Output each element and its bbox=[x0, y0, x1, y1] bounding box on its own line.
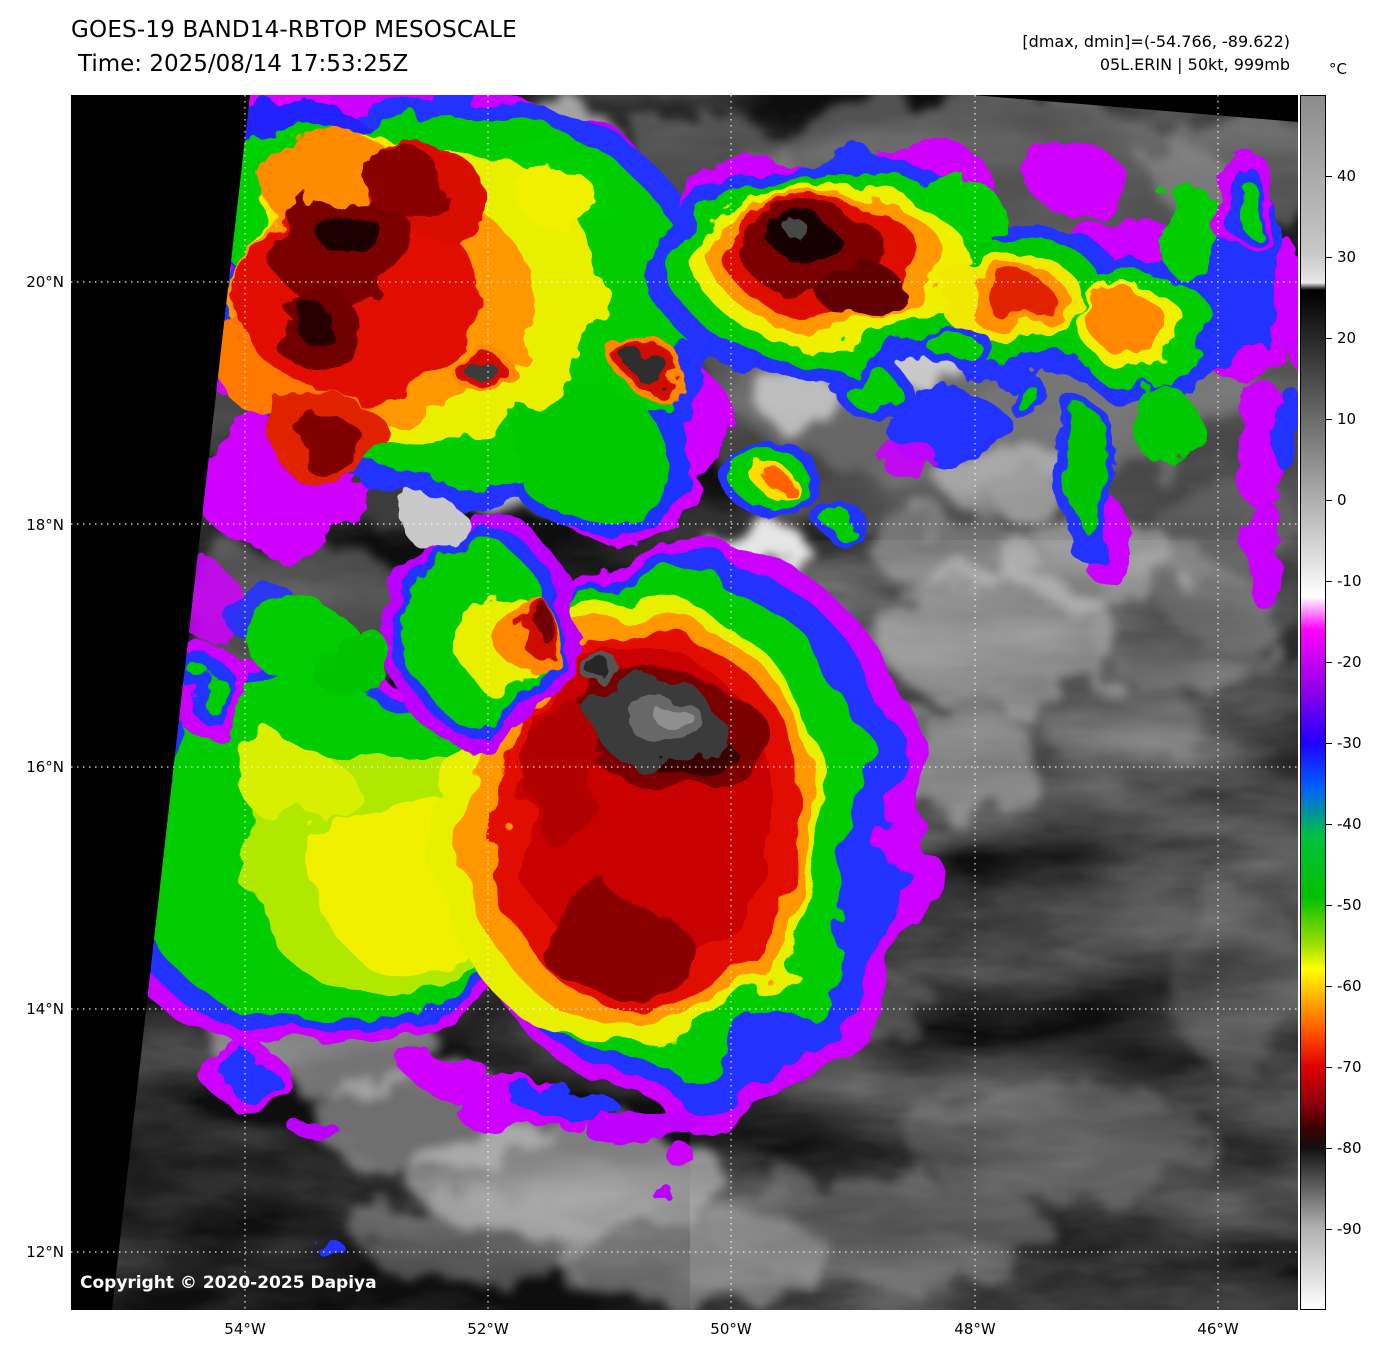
colorbar-tick-label: -60 bbox=[1337, 977, 1362, 995]
lat-label: 12°N bbox=[26, 1243, 64, 1261]
lat-label: 18°N bbox=[26, 516, 64, 534]
colorbar-tick bbox=[1326, 581, 1332, 582]
northeast-corner-cells bbox=[1205, 150, 1298, 475]
west-edge-cells bbox=[170, 560, 395, 1259]
lon-label: 52°W bbox=[467, 1320, 509, 1338]
northeast-convective-band bbox=[650, 143, 1292, 615]
satellite-map: Copyright © 2020-2025 Dapiya bbox=[71, 95, 1298, 1310]
colorbar-tick-label: 40 bbox=[1337, 167, 1357, 185]
image-timestamp: Time: 2025/08/14 17:53:25Z bbox=[78, 51, 409, 77]
lon-label: 50°W bbox=[710, 1320, 752, 1338]
colorbar-tick-label: 30 bbox=[1337, 248, 1357, 266]
colorbar-tick-label: -90 bbox=[1337, 1220, 1362, 1238]
lon-label: 54°W bbox=[224, 1320, 266, 1338]
lon-label: 48°W bbox=[954, 1320, 996, 1338]
colorbar-tick bbox=[1326, 824, 1332, 825]
colorbar-tick bbox=[1326, 1148, 1332, 1149]
copyright-label: Copyright © 2020-2025 Dapiya bbox=[80, 1273, 377, 1293]
storm-info: 05L.ERIN | 50kt, 999mb bbox=[1099, 55, 1290, 74]
colorbar-tick-label: 0 bbox=[1337, 491, 1347, 509]
colorbar-tick-label: -70 bbox=[1337, 1058, 1362, 1076]
page-title: GOES-19 BAND14-RBTOP MESOSCALE bbox=[71, 17, 517, 43]
colorbar-unit-label: °C bbox=[1329, 60, 1347, 78]
colorbar-tick-label: -40 bbox=[1337, 815, 1362, 833]
colorbar-tick-label: -10 bbox=[1337, 572, 1362, 590]
gridlines bbox=[71, 95, 1298, 1310]
colorbar-tick-label: -30 bbox=[1337, 734, 1362, 752]
northwest-convective-complex bbox=[170, 95, 725, 555]
scan-sector bbox=[112, 95, 1298, 1310]
lat-label: 20°N bbox=[26, 273, 64, 291]
colorbar-tick bbox=[1326, 500, 1332, 501]
lon-label: 46°W bbox=[1197, 1320, 1239, 1338]
colorbar-tick-label: 20 bbox=[1337, 329, 1357, 347]
lat-label: 14°N bbox=[26, 1000, 64, 1018]
colorbar-tick-label: 10 bbox=[1337, 410, 1357, 428]
colorbar-tick-label: -20 bbox=[1337, 653, 1362, 671]
isolated-convective-cells bbox=[723, 328, 1051, 536]
colorbar-tick-label: -50 bbox=[1337, 896, 1362, 914]
dmax-dmin-readout: [dmax, dmin]=(-54.766, -89.622) bbox=[1022, 32, 1290, 51]
south-fringe bbox=[410, 1055, 706, 1192]
colorbar-tick bbox=[1326, 1067, 1332, 1068]
colorbar-tick bbox=[1326, 257, 1332, 258]
colorbar-tick bbox=[1326, 662, 1332, 663]
colorbar-tick bbox=[1326, 1229, 1332, 1230]
header-right: [dmax, dmin]=(-54.766, -89.622) 05L.ERIN… bbox=[1022, 30, 1290, 76]
colorbar-tick bbox=[1326, 338, 1332, 339]
hurricane-warm-spot bbox=[578, 650, 715, 768]
colorbar-tick bbox=[1326, 419, 1332, 420]
colorbar-tick bbox=[1326, 176, 1332, 177]
north-feeder-band bbox=[385, 510, 575, 750]
satellite-image bbox=[71, 95, 1298, 1310]
colorbar-tick bbox=[1326, 905, 1332, 906]
colorbar-tick bbox=[1326, 986, 1332, 987]
colorbar-tick-label: -80 bbox=[1337, 1139, 1362, 1157]
colorbar-tick bbox=[1326, 743, 1332, 744]
lat-label: 16°N bbox=[26, 758, 64, 776]
temperature-colorbar bbox=[1300, 95, 1326, 1310]
